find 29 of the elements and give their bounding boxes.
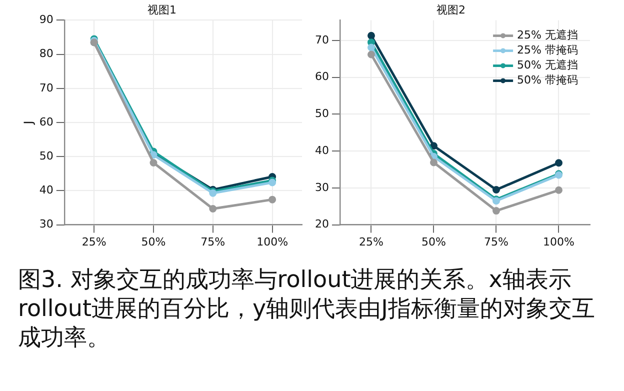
y-tick-label: 40 bbox=[314, 144, 329, 157]
legend-label: 25% 无遮挡 bbox=[517, 28, 578, 42]
y-tick-label: 70 bbox=[314, 33, 329, 46]
x-tick-label: 75% bbox=[484, 235, 508, 248]
legend-label: 50% 无遮挡 bbox=[517, 58, 578, 72]
y-tick-label: 30 bbox=[39, 218, 54, 231]
y-tick-label: 60 bbox=[314, 70, 329, 84]
x-tick-label: 100% bbox=[543, 235, 574, 248]
legend-label: 50% 带掩码 bbox=[517, 74, 578, 87]
chart-title: 视图2 bbox=[436, 3, 466, 16]
legend-label: 25% 带掩码 bbox=[517, 44, 578, 57]
x-tick-label: 100% bbox=[256, 235, 288, 248]
y-tick-label: 30 bbox=[314, 180, 329, 194]
y-tick-label: 90 bbox=[39, 13, 54, 26]
x-tick-label: 25% bbox=[82, 235, 106, 248]
y-tick-label: 60 bbox=[39, 115, 54, 128]
y-axis-title: J bbox=[21, 120, 36, 126]
x-tick-label: 25% bbox=[359, 235, 384, 248]
x-tick-label: 50% bbox=[141, 235, 166, 248]
y-tick-label: 20 bbox=[314, 218, 329, 231]
y-tick-label: 50 bbox=[39, 149, 54, 162]
y-tick-label: 40 bbox=[39, 184, 54, 197]
x-tick-label: 75% bbox=[200, 235, 226, 248]
x-tick-label: 50% bbox=[422, 235, 446, 248]
y-tick-label: 80 bbox=[39, 47, 54, 60]
y-tick-label: 50 bbox=[314, 107, 329, 120]
chart-title: 视图1 bbox=[148, 3, 176, 16]
y-tick-label: 70 bbox=[39, 81, 54, 94]
caption: 图3. 对象交互的成功率与rollout进展的关系。x轴表示rollout进展的百分比，y轴则代表由J指标衡量的对象交互成功率。 bbox=[18, 266, 596, 353]
